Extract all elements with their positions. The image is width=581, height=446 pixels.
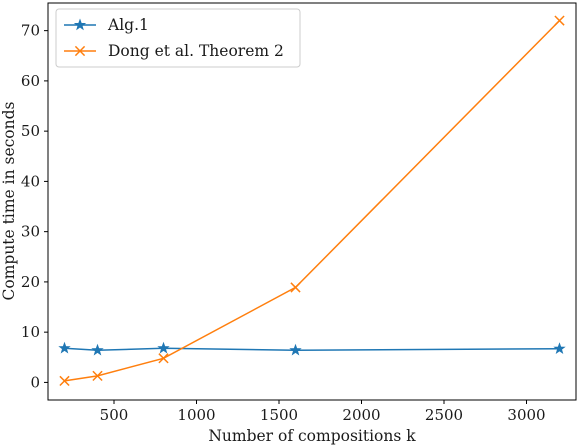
x-tick-label: 1000 xyxy=(177,406,215,424)
y-tick-label: 20 xyxy=(21,273,40,291)
y-tick-label: 60 xyxy=(21,72,40,90)
data-point xyxy=(91,343,104,356)
y-axis: 0 10 20 30 40 50 60 70 xyxy=(21,22,48,391)
legend-marker xyxy=(73,18,87,31)
x-axis-label: Number of compositions k xyxy=(208,427,416,445)
plot-frame xyxy=(47,2,577,401)
x-tick-label: 2000 xyxy=(342,406,380,424)
legend-item: Alg.1 xyxy=(64,16,149,34)
legend-item: Dong et al. Theorem 2 xyxy=(64,42,284,60)
data-point xyxy=(157,341,170,354)
legend-items: Alg.1 Dong et al. Theorem 2 xyxy=(64,16,284,60)
x-axis: 500 1000 1500 2000 2500 3000 xyxy=(100,400,546,424)
data-point xyxy=(92,370,103,382)
y-tick-label: 0 xyxy=(30,373,40,391)
y-tick-label: 70 xyxy=(21,22,40,40)
data-point xyxy=(158,353,169,364)
legend: Alg.1 Dong et al. Theorem 2 xyxy=(55,8,301,68)
y-tick-label: 10 xyxy=(21,323,40,341)
y-tick-label: 50 xyxy=(21,122,40,140)
y-tick-label: 30 xyxy=(21,223,40,241)
plot-lines xyxy=(58,15,566,387)
series-2 xyxy=(59,15,565,387)
data-point xyxy=(290,282,301,293)
data-point xyxy=(289,343,302,356)
y-axis-label: Compute time in seconds xyxy=(0,101,18,300)
legend-box xyxy=(55,8,301,68)
data-point xyxy=(553,342,566,354)
x-tick-label: 500 xyxy=(100,406,129,424)
data-point xyxy=(59,375,70,387)
series-1 xyxy=(58,341,566,356)
series-line xyxy=(64,20,561,382)
x-tick-label: 2500 xyxy=(425,406,463,424)
y-tick-label: 40 xyxy=(21,172,40,190)
x-tick-label: 1500 xyxy=(260,406,298,424)
series-line xyxy=(64,347,560,352)
legend-label: Alg.1 xyxy=(107,16,149,34)
x-tick-label: 3000 xyxy=(507,406,545,424)
data-point xyxy=(554,15,565,26)
legend-marker xyxy=(74,45,86,57)
legend-label: Dong et al. Theorem 2 xyxy=(108,42,284,60)
data-point xyxy=(58,341,71,354)
